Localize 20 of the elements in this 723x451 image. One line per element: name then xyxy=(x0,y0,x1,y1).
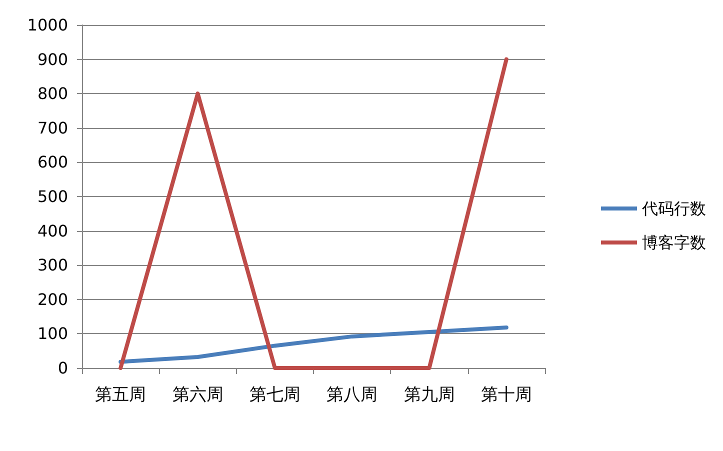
legend-label: 博客字数 xyxy=(642,233,706,252)
line-series xyxy=(118,326,508,364)
y-tick-label: 800 xyxy=(37,84,68,104)
x-tick-label: 第九周 xyxy=(404,385,455,404)
y-tick-label: 100 xyxy=(37,324,68,344)
x-tick-label: 第八周 xyxy=(326,385,378,404)
legend-label: 代码行数 xyxy=(641,199,706,218)
y-tick-label: 200 xyxy=(37,290,68,309)
y-tick-label: 400 xyxy=(37,221,68,240)
y-tick-label: 300 xyxy=(37,256,68,275)
y-tick-label: 700 xyxy=(37,118,68,138)
x-tick-label: 第十周 xyxy=(480,385,532,404)
y-tick-label: 0 xyxy=(58,358,68,378)
x-tick-label: 第六周 xyxy=(172,385,224,404)
x-tick-label: 第七周 xyxy=(249,385,300,404)
y-tick-label: 1000 xyxy=(27,16,68,34)
y-tick-label: 500 xyxy=(37,187,68,206)
x-tick-label: 第五周 xyxy=(95,385,146,404)
y-tick-label: 900 xyxy=(37,50,68,69)
y-tick-label: 600 xyxy=(37,152,68,172)
